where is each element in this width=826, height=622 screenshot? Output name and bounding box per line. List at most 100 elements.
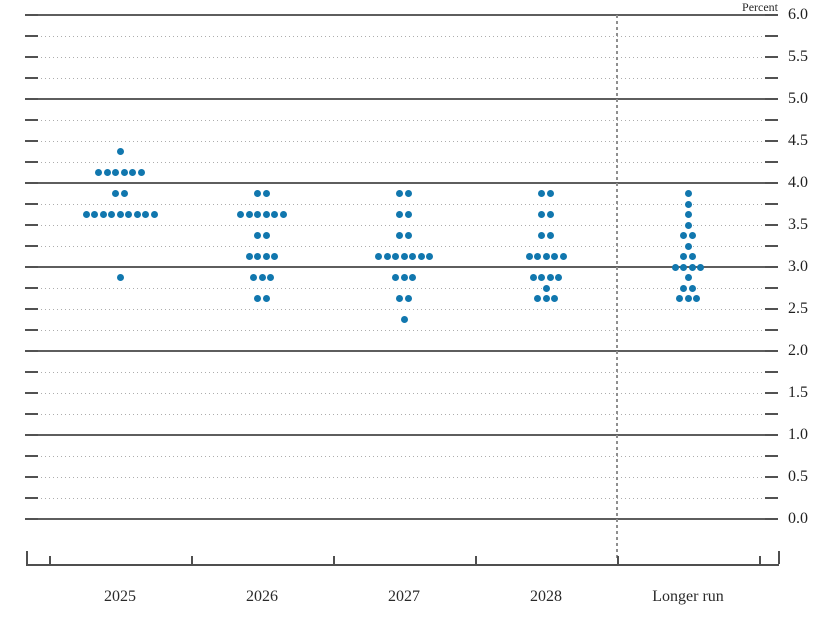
dot (546, 190, 554, 197)
gridline-right-tick (765, 350, 778, 352)
dot (142, 211, 149, 218)
y-tick-label: 3.5 (788, 216, 808, 233)
dot (688, 232, 696, 239)
y-tick-label: 4.0 (788, 174, 808, 191)
dot (551, 253, 558, 260)
x-axis-line (26, 564, 779, 566)
gridline-left-tick (25, 161, 38, 163)
gridline-solid (25, 98, 778, 100)
dot (95, 169, 103, 176)
dot (120, 169, 128, 176)
y-tick-label: 6.0 (788, 6, 808, 23)
gridline-left-tick (25, 350, 38, 352)
dot (129, 169, 137, 176)
dot (693, 295, 700, 302)
dot (245, 211, 253, 218)
dot (267, 274, 274, 281)
dot (112, 169, 120, 176)
dot (116, 148, 124, 155)
gridline-solid (25, 434, 778, 436)
dot (542, 295, 550, 302)
gridline-left-tick (25, 245, 38, 247)
gridline-left-tick (25, 434, 38, 436)
x-category-label: 2027 (388, 588, 420, 605)
gridline-right-tick (765, 35, 778, 37)
x-category-label: Longer run (652, 588, 724, 605)
dot (542, 253, 550, 260)
dot (103, 169, 111, 176)
gridline-right-tick (765, 245, 778, 247)
x-axis-column-tick (333, 556, 335, 564)
gridline-left-tick (25, 308, 38, 310)
dot (108, 211, 115, 218)
dot (400, 316, 408, 323)
dot (271, 253, 279, 260)
y-tick-label: 5.0 (788, 90, 808, 107)
dot (538, 211, 546, 218)
dot (133, 211, 141, 218)
dot (551, 295, 558, 302)
gridline-right-tick (765, 476, 778, 478)
gridline-dotted (25, 498, 778, 499)
dot (671, 263, 679, 271)
dot (404, 232, 412, 239)
gridline-right-tick (765, 308, 778, 310)
dot (409, 253, 416, 260)
gridline-dotted (25, 288, 778, 289)
dot (684, 274, 692, 281)
dot (529, 274, 537, 281)
x-category-label: 2028 (530, 588, 562, 605)
dot (404, 295, 412, 302)
y-axis-unit-label: Percent (742, 0, 778, 14)
gridline-right-tick (765, 329, 778, 331)
gridline-left-tick (25, 182, 38, 184)
dot (254, 295, 262, 302)
gridline-dotted (25, 78, 778, 79)
x-axis-end-tick (26, 551, 28, 564)
gridline-dotted (25, 372, 778, 373)
dot (534, 295, 541, 302)
dot (120, 190, 128, 197)
y-tick-label: 0.0 (788, 510, 808, 527)
dot (279, 211, 287, 218)
gridline-left-tick (25, 413, 38, 415)
gridline-right-tick (765, 413, 778, 415)
gridline-left-tick (25, 140, 38, 142)
y-tick-label: 1.5 (788, 384, 808, 401)
dot (546, 211, 554, 218)
dot (262, 211, 270, 218)
gridline-right-tick (765, 392, 778, 394)
gridline-left-tick (25, 56, 38, 58)
gridline-right-tick (765, 224, 778, 226)
gridline-dotted (25, 456, 778, 457)
gridline-left-tick (25, 476, 38, 478)
dot (697, 263, 705, 271)
dot (684, 200, 692, 208)
dot (116, 211, 124, 218)
dot (396, 295, 404, 302)
gridline-solid (25, 518, 778, 520)
gridline-left-tick (25, 119, 38, 121)
gridline-right-tick (765, 161, 778, 163)
dot (684, 295, 692, 302)
gridline-right-tick (765, 182, 778, 184)
gridline-right-tick (765, 434, 778, 436)
gridline-dotted (25, 162, 778, 163)
gridline-left-tick (25, 455, 38, 457)
gridline-right-tick (765, 455, 778, 457)
gridline-right-tick (765, 119, 778, 121)
gridline-left-tick (25, 329, 38, 331)
dot (688, 284, 696, 292)
gridline-right-tick (765, 56, 778, 58)
dot (375, 253, 382, 260)
dot (676, 295, 683, 302)
gridline-solid (25, 350, 778, 352)
gridline-left-tick (25, 266, 38, 268)
longer-run-separator (616, 15, 618, 560)
dot (404, 211, 412, 218)
x-axis-column-tick (759, 556, 761, 564)
dot (426, 253, 433, 260)
x-axis-column-tick (191, 556, 193, 564)
dot (254, 253, 262, 260)
